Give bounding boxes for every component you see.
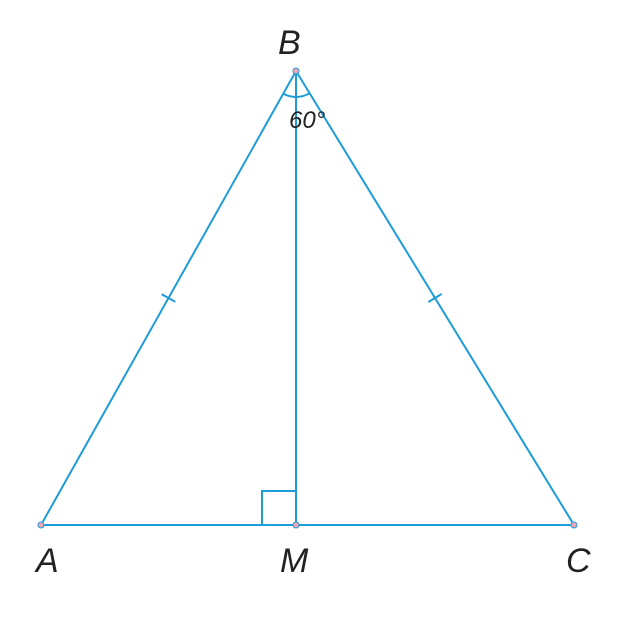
vertex-C [571,522,577,528]
geometry-diagram: 60° A B C M [0,0,618,624]
vertex-B [293,68,299,74]
label-C: C [566,542,591,580]
label-A: A [34,542,59,580]
label-M: M [280,542,309,580]
vertex-M [293,522,299,528]
apex-angle-label: 60° [289,107,326,134]
vertex-A [38,522,44,528]
label-B: B [278,24,301,62]
